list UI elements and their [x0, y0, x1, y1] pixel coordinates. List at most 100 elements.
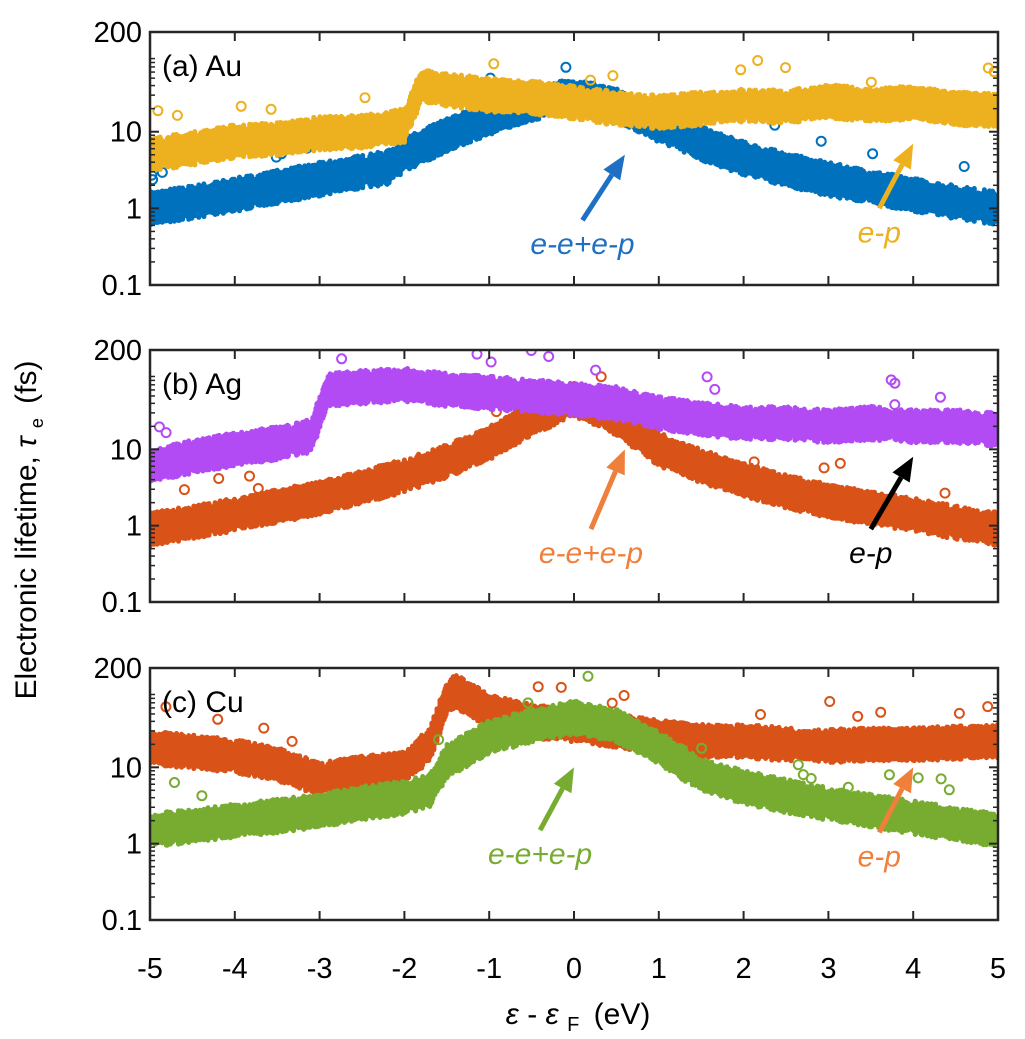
data-point [380, 161, 394, 175]
data-point [228, 814, 242, 828]
data-point [185, 450, 199, 464]
data-point [397, 119, 411, 133]
outlier-point [935, 773, 947, 785]
data-point [694, 102, 708, 116]
data-point [949, 736, 963, 750]
data-point [270, 436, 284, 450]
outlier-point [606, 697, 618, 709]
annotation-arrow [877, 787, 905, 834]
outlier-point [824, 696, 836, 707]
y-tick-label: 200 [94, 653, 142, 685]
outlier-point [169, 777, 180, 788]
data-point [150, 823, 157, 837]
data-point [397, 791, 411, 805]
outlier-point [152, 105, 164, 117]
data-point [313, 772, 327, 786]
data-point [440, 128, 454, 142]
data-point [694, 412, 708, 426]
data-point [779, 485, 793, 498]
y-tick-label: 0.1 [102, 270, 142, 302]
data-point [525, 389, 539, 403]
data-point [228, 188, 242, 202]
annotation-label: e-e+e-p [488, 838, 592, 871]
outlier-point [244, 470, 255, 482]
data-point [737, 734, 751, 748]
outlier-point [286, 735, 298, 747]
data-point [355, 480, 369, 494]
panel-data [150, 350, 998, 549]
data-point [313, 491, 327, 505]
data-point [440, 383, 454, 397]
data-point [270, 499, 284, 513]
x-tick-label: -4 [222, 953, 248, 985]
panel-3: 0.1 1 10 200 (c) Cu e-e+e-p e-p [94, 653, 1000, 937]
outlier-point [934, 391, 946, 403]
data-point [821, 172, 835, 186]
panel-1: 0.1 1 10 200 (a) Au e-e+e-p e-p [94, 17, 1000, 302]
outlier-point [532, 681, 544, 693]
data-point [228, 442, 242, 456]
outlier-point [735, 64, 747, 76]
data-point [864, 416, 878, 430]
data-point [821, 94, 835, 108]
panel-title: (a) Au [162, 50, 242, 83]
data-point [652, 105, 666, 119]
outlier-point [852, 710, 864, 722]
data-point [185, 819, 199, 833]
outlier-point [213, 473, 225, 484]
x-tick-label: -1 [476, 953, 502, 985]
x-axis-title: ε - ε F (eV) [506, 998, 651, 1038]
data-point [567, 96, 581, 110]
y-tick-label: 1 [126, 193, 142, 225]
y-tick-label: 10 [110, 117, 142, 149]
outlier-point [912, 772, 924, 784]
outlier-point [889, 399, 901, 411]
outlier-point [582, 670, 594, 682]
series-1 [150, 371, 998, 549]
x-tick-label: 5 [990, 953, 1006, 985]
data-point [423, 783, 437, 797]
data-point [321, 383, 335, 397]
annotation-arrowhead [893, 767, 914, 794]
data-point [694, 459, 708, 473]
data-point [779, 789, 793, 803]
data-point [949, 419, 963, 433]
data-point [270, 180, 284, 194]
outlier-point [792, 759, 804, 771]
data-point [355, 125, 369, 139]
data-point [482, 704, 496, 718]
annotation-arrow [588, 470, 618, 531]
outlier-point [160, 427, 172, 439]
outlier-point [780, 62, 791, 74]
y-tick-label: 10 [110, 434, 142, 466]
data-point [482, 730, 496, 744]
data-point [906, 508, 920, 521]
outlier-point [755, 709, 766, 720]
data-point [906, 737, 920, 751]
y-tick-label: 0.1 [102, 905, 142, 937]
data-point [397, 148, 411, 162]
data-point [821, 419, 835, 433]
outlier-point [696, 742, 708, 754]
data-point [355, 380, 369, 394]
data-point [737, 151, 751, 165]
series-2 [150, 670, 998, 848]
outlier-point [595, 371, 607, 383]
outlier-point [865, 76, 877, 88]
data-point [864, 99, 878, 112]
y-axis-title: Electronic lifetime, τ e (fs) [10, 360, 50, 699]
outlier-point [160, 701, 172, 713]
annotation-arrow [877, 163, 905, 210]
data-point [949, 516, 963, 529]
data-point [991, 103, 998, 117]
data-point [440, 691, 454, 705]
outlier-point [842, 781, 854, 793]
outlier-point [943, 784, 955, 796]
data-point [525, 719, 539, 733]
data-point [821, 739, 835, 753]
outlier-point [171, 109, 183, 121]
data-point [440, 454, 454, 468]
x-tick-label: 4 [905, 953, 921, 985]
